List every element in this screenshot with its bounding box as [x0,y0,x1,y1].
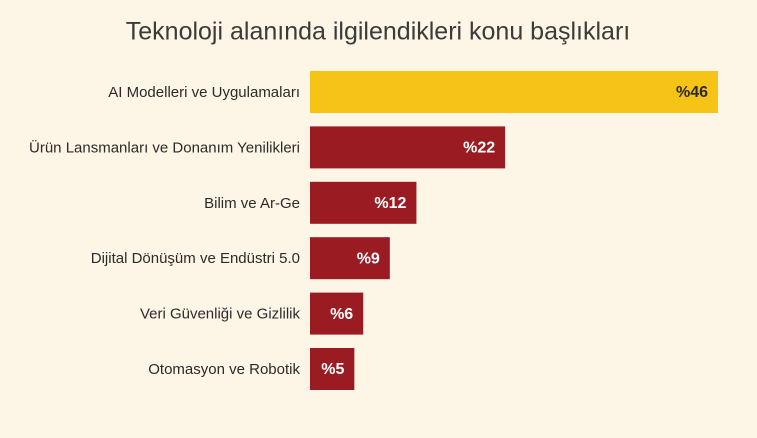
bar [310,237,390,280]
category-label: Dijital Dönüşüm ve Endüstri 5.0 [91,250,300,267]
bar [310,348,355,390]
bar [310,181,417,224]
category-label: AI Modelleri ve Uygulamaları [108,84,300,101]
value-label: %5 [321,361,344,378]
bar [310,71,718,113]
category-label: Otomasyon ve Robotik [148,361,300,378]
value-label: %12 [374,195,406,212]
chart-title: Teknoloji alanında ilgilendikleri konu b… [126,18,630,46]
bar [310,126,506,169]
value-label: %6 [330,306,353,323]
value-label: %46 [676,84,708,101]
category-label: Veri Güvenliği ve Gizlilik [140,306,301,323]
category-label: Ürün Lansmanları ve Donanım Yenilikleri [29,138,300,156]
value-label: %9 [357,250,380,267]
value-label: %22 [463,140,495,157]
bar [310,292,364,335]
category-label: Bilim ve Ar-Ge [204,195,300,212]
